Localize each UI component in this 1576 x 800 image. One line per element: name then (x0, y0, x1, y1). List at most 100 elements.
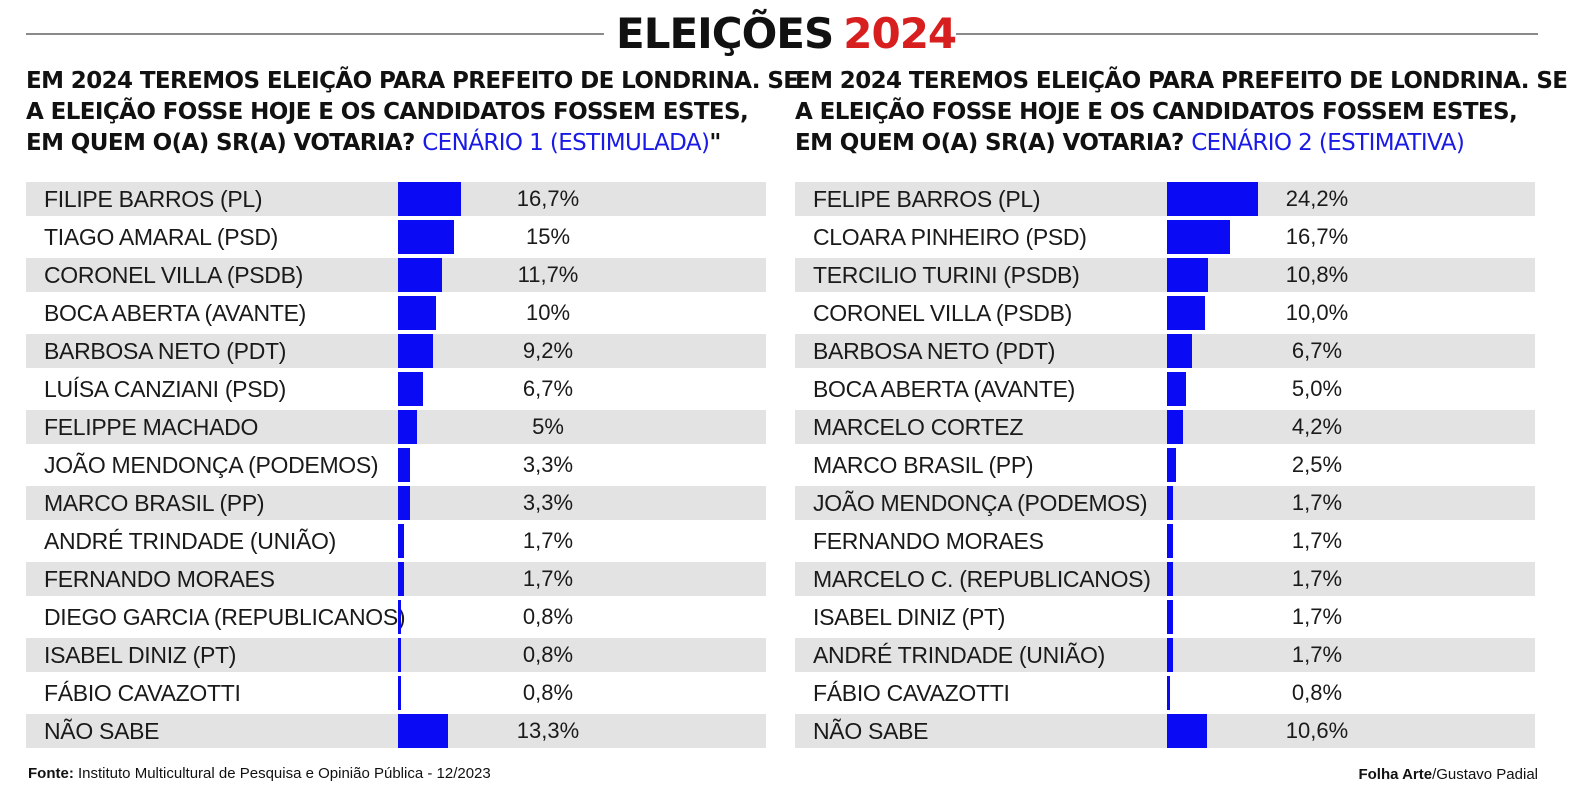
value-label: 10,6% (1285, 718, 1349, 743)
bar (398, 448, 411, 482)
category-label: MARCO BRASIL (PP) (44, 490, 265, 516)
value-label: 6,7% (522, 376, 574, 401)
bar (398, 562, 405, 596)
bar (398, 182, 461, 216)
category-label: BOCA ABERTA (AVANTE) (813, 376, 1075, 402)
question-line: EM 2024 TEREMOS ELEIÇÃO PARA PREFEITO DE… (795, 68, 1568, 94)
chart-row: FELIPE BARROS (PL) 24,2% (795, 182, 1535, 216)
chart-row: FERNANDO MORAES 1,7% (795, 524, 1535, 558)
bar (1167, 334, 1193, 368)
category-label: ANDRÉ TRINDADE (UNIÃO) (813, 642, 1105, 668)
question-line-last: EM QUEM O(A) SR(A) VOTARIA? CENÁRIO 2 (E… (795, 128, 1533, 159)
category-label: FÁBIO CAVAZOTTI (813, 680, 1010, 706)
chart-row: DIEGO GARCIA (REPUBLICANOS) 0,8% (26, 600, 766, 634)
value-label: 1,7% (1291, 604, 1343, 629)
bar (1167, 296, 1205, 330)
question-text: EM 2024 TEREMOS ELEIÇÃO PARA PREFEITO DE… (795, 66, 1568, 166)
value-label: 3,3% (522, 490, 574, 515)
chart-row: ISABEL DINIZ (PT) 0,8% (26, 638, 766, 672)
value-label: 15% (525, 224, 571, 249)
category-label: DIEGO GARCIA (REPUBLICANOS) (44, 604, 406, 630)
question-line: A ELEIÇÃO FOSSE HOJE E OS CANDIDATOS FOS… (26, 99, 749, 125)
chart-row: JOÃO MENDONÇA (PODEMOS) 1,7% (795, 486, 1535, 520)
value-label: 1,7% (1291, 528, 1343, 553)
bar (1167, 410, 1183, 444)
header-rule-right (956, 33, 1538, 35)
panel-scenario-2: EM 2024 TEREMOS ELEIÇÃO PARA PREFEITO DE… (795, 66, 1568, 748)
category-label: NÃO SABE (813, 718, 929, 744)
chart-row: FÁBIO CAVAZOTTI 0,8% (26, 676, 766, 710)
bar (1167, 714, 1207, 748)
category-label: FELIPE BARROS (PL) (813, 186, 1041, 212)
bar (398, 296, 436, 330)
bar (1167, 600, 1174, 634)
category-label: FÁBIO CAVAZOTTI (44, 680, 241, 706)
category-label: TERCILIO TURINI (PSDB) (813, 262, 1080, 288)
bar (1167, 638, 1174, 672)
chart-row: MARCO BRASIL (PP) 3,3% (26, 486, 766, 520)
bar (1167, 220, 1230, 254)
credit-note: Folha Arte/Gustavo Padial (1358, 766, 1538, 783)
chart-row: BARBOSA NETO (PDT) 9,2% (26, 334, 766, 368)
category-label: LUÍSA CANZIANI (PSD) (44, 376, 286, 402)
header-rule-left (26, 33, 604, 35)
value-label: 13,3% (516, 718, 580, 743)
chart-row: FELIPPE MACHADO 5% (26, 410, 766, 444)
value-label: 6,7% (1291, 338, 1343, 363)
page-title-year: 2024 (843, 9, 957, 58)
value-label: 2,5% (1291, 452, 1343, 477)
bar (1167, 562, 1174, 596)
scenario-label: CENÁRIO 2 (ESTIMATIVA) (1191, 130, 1465, 156)
value-label: 4,2% (1291, 414, 1343, 439)
chart-row: BOCA ABERTA (AVANTE) 10% (26, 296, 766, 330)
bar-chart-scenario-2: FELIPE BARROS (PL) 24,2% CLOARA PINHEIRO (… (795, 182, 1535, 752)
category-label: MARCELO C. (REPUBLICANOS) (813, 566, 1151, 592)
value-label: 1,7% (1291, 490, 1343, 515)
source-label: Fonte: (28, 765, 74, 782)
question-line: EM 2024 TEREMOS ELEIÇÃO PARA PREFEITO DE… (26, 68, 799, 94)
scenario-label: CENÁRIO 1 (ESTIMULADA) (422, 130, 710, 156)
panel-scenario-1: EM 2024 TEREMOS ELEIÇÃO PARA PREFEITO DE… (26, 66, 799, 748)
value-label: 16,7% (1285, 224, 1349, 249)
page-title: ELEIÇÕES 2024 (616, 8, 957, 60)
question-line: A ELEIÇÃO FOSSE HOJE E OS CANDIDATOS FOS… (795, 99, 1518, 125)
header: ELEIÇÕES 2024 (26, 8, 1538, 60)
bar (398, 372, 424, 406)
value-label: 9,2% (522, 338, 574, 363)
question-line-text: EM QUEM O(A) SR(A) VOTARIA? (795, 130, 1184, 156)
value-label: 16,7% (516, 186, 580, 211)
bar (398, 638, 401, 672)
value-label: 0,8% (1291, 680, 1343, 705)
category-label: FERNANDO MORAES (44, 566, 275, 592)
question-line-last: EM QUEM O(A) SR(A) VOTARIA? CENÁRIO 1 (E… (26, 128, 764, 159)
category-label: TIAGO AMARAL (PSD) (44, 224, 279, 250)
value-label: 1,7% (522, 528, 574, 553)
category-label: JOÃO MENDONÇA (PODEMOS) (44, 452, 379, 478)
chart-row: NÃO SABE 10,6% (795, 714, 1535, 748)
value-label: 1,7% (1291, 566, 1343, 591)
category-label: JOÃO MENDONÇA (PODEMOS) (813, 490, 1148, 516)
chart-row: LUÍSA CANZIANI (PSD) 6,7% (26, 372, 766, 406)
category-label: CLOARA PINHEIRO (PSD) (813, 224, 1087, 250)
credit-text: /Gustavo Padial (1432, 766, 1538, 783)
bar (1167, 486, 1174, 520)
chart-row: NÃO SABE 13,3% (26, 714, 766, 748)
category-label: CORONEL VILLA (PSDB) (44, 262, 304, 288)
chart-row: MARCO BRASIL (PP) 2,5% (795, 448, 1535, 482)
category-label: ISABEL DINIZ (PT) (813, 604, 1006, 630)
bar (1167, 182, 1258, 216)
bar (398, 676, 401, 710)
value-label: 24,2% (1285, 186, 1349, 211)
value-label: 10,0% (1285, 300, 1349, 325)
bar (398, 600, 401, 634)
chart-row: ANDRÉ TRINDADE (UNIÃO) 1,7% (26, 524, 766, 558)
chart-row: TERCILIO TURINI (PSDB) 10,8% (795, 258, 1535, 292)
chart-row: ANDRÉ TRINDADE (UNIÃO) 1,7% (795, 638, 1535, 672)
chart-row: FÁBIO CAVAZOTTI 0,8% (795, 676, 1535, 710)
chart-row: TIAGO AMARAL (PSD) 15% (26, 220, 766, 254)
category-label: FELIPPE MACHADO (44, 414, 259, 440)
value-label: 0,8% (522, 642, 574, 667)
category-label: FERNANDO MORAES (813, 528, 1044, 554)
question-text: EM 2024 TEREMOS ELEIÇÃO PARA PREFEITO DE… (26, 66, 799, 166)
category-label: CORONEL VILLA (PSDB) (813, 300, 1073, 326)
